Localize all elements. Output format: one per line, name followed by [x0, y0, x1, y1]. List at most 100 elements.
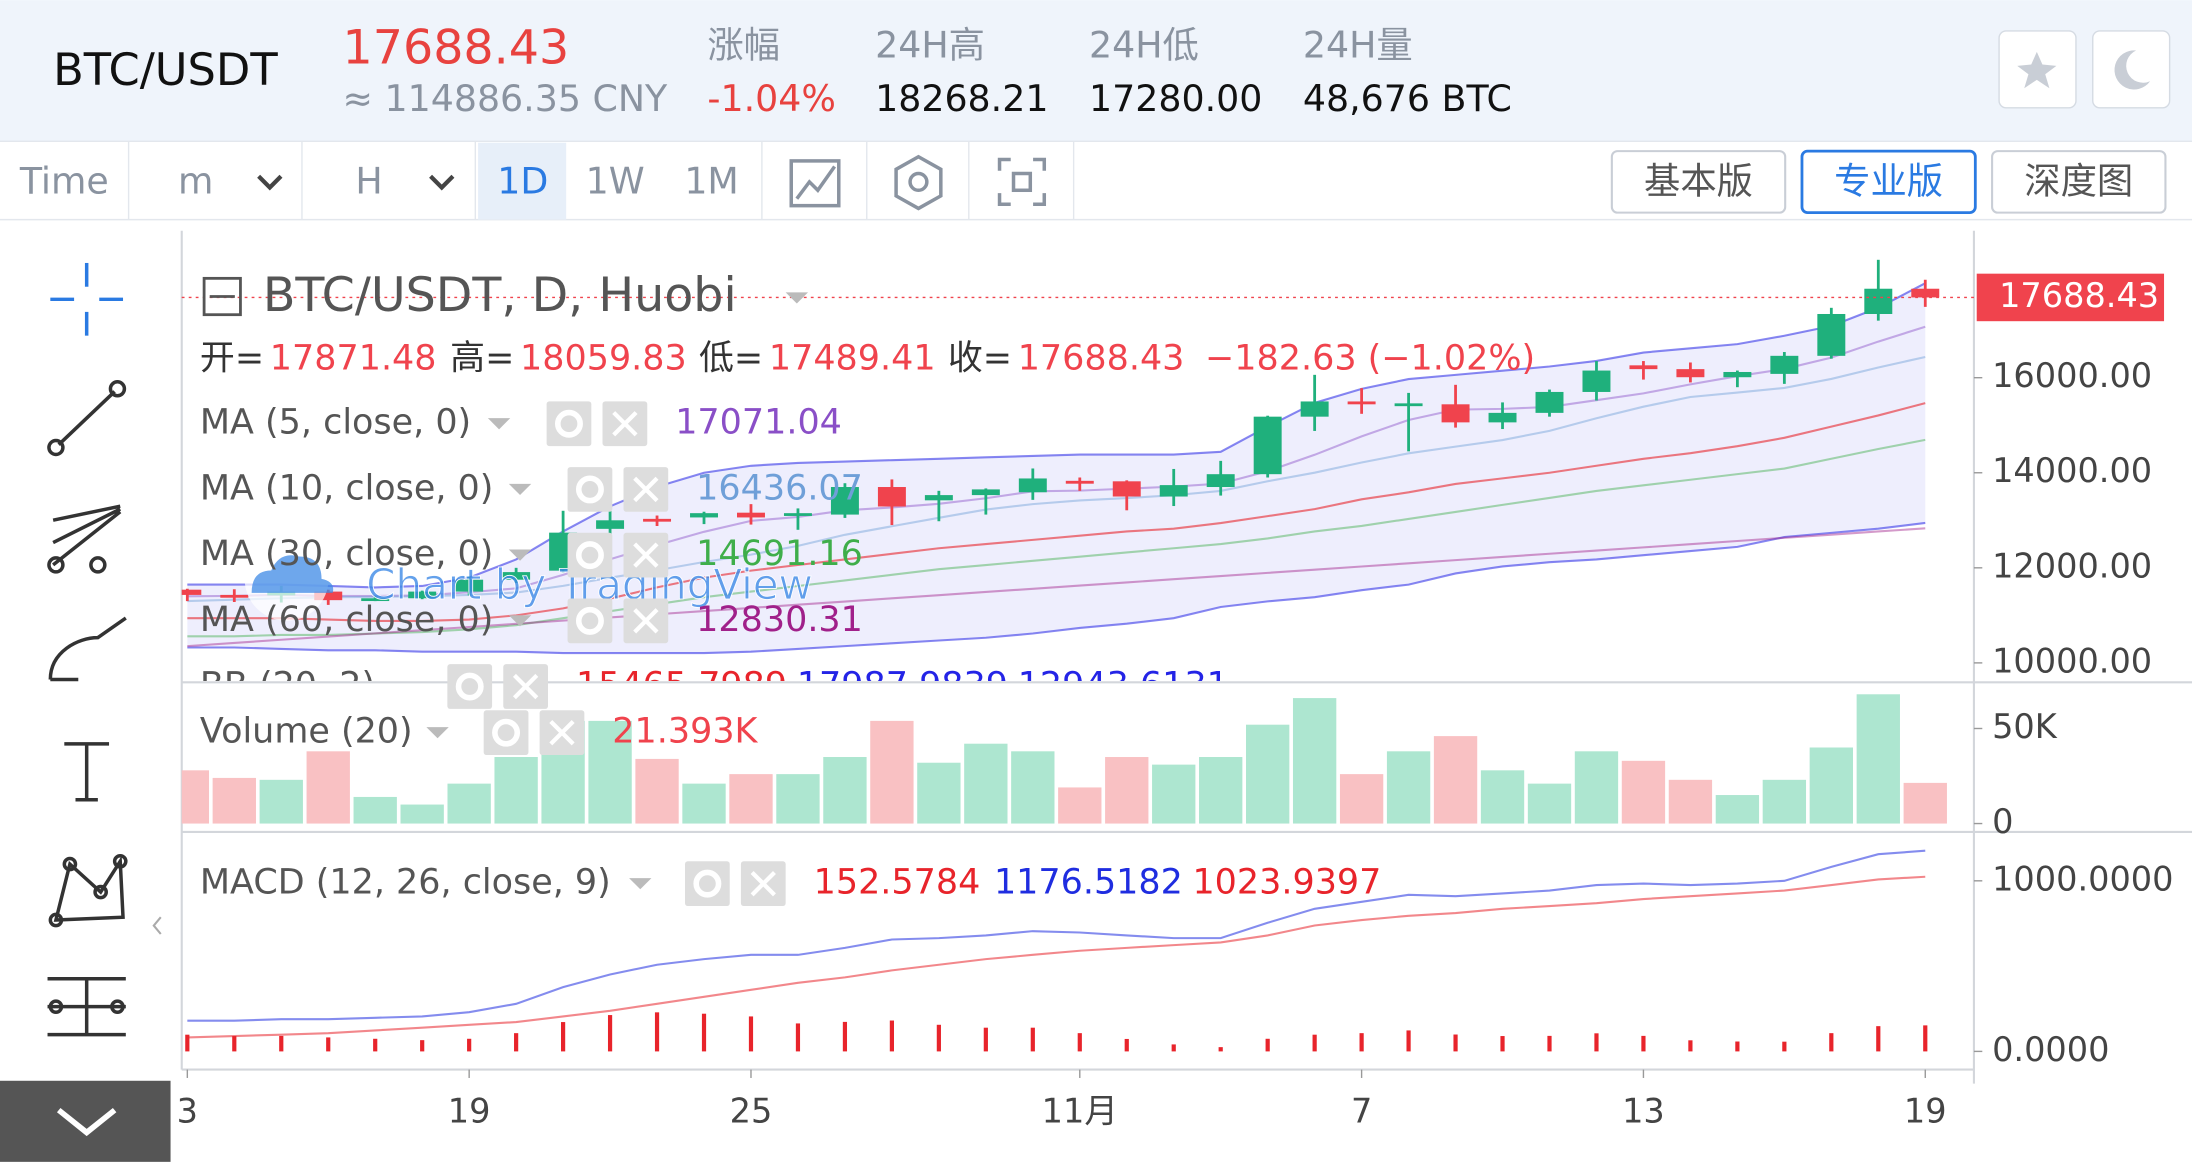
- legend-value: 16436.07: [696, 468, 863, 508]
- candle-body: [924, 495, 953, 501]
- macd-histogram-bar: [1030, 1027, 1035, 1052]
- chevron: [508, 483, 532, 496]
- legend-name: MA (10, close, 0): [200, 468, 494, 508]
- view-button[interactable]: 专业版: [1800, 149, 1977, 215]
- candle-body: [1253, 416, 1282, 475]
- settings-icon: [575, 475, 604, 504]
- legend-value: 1023.9397: [1192, 863, 1381, 903]
- macd-histogram-bar: [654, 1012, 660, 1052]
- macd-histogram-bar: [1923, 1025, 1928, 1052]
- macd-histogram-bar: [1594, 1033, 1599, 1052]
- ma-line: [187, 527, 1926, 648]
- legend-value: 12830.31: [696, 600, 863, 640]
- collapse-icon: [202, 276, 242, 317]
- macd-histogram-bar: [279, 1035, 284, 1052]
- view-label: 基本版: [1644, 159, 1753, 202]
- volume-bar: [870, 720, 914, 824]
- volume-bar: [635, 758, 679, 824]
- stat-value: -1.04%: [707, 77, 836, 120]
- y-tick-label: 12000.00: [1992, 546, 2152, 585]
- volume-bar: [729, 774, 773, 824]
- volume-bar: [1433, 736, 1478, 824]
- stat-value: 48,676 BTC: [1303, 77, 1512, 120]
- tool-icons[interactable]: [789, 154, 1047, 211]
- volume-bar: [1762, 779, 1807, 824]
- macd-histogram-bar: [748, 1016, 754, 1052]
- macd-histogram-bar: [1265, 1038, 1270, 1052]
- volume-bar: [494, 757, 538, 824]
- candle-body: [181, 589, 202, 595]
- view-button[interactable]: 深度图: [1991, 150, 2167, 214]
- candle-body: [220, 594, 249, 598]
- volume-bar: [917, 762, 961, 824]
- macd-histogram-bar: [420, 1040, 425, 1052]
- theme-button[interactable]: [2092, 30, 2171, 109]
- drawing-tools[interactable]: [47, 262, 162, 1037]
- legend-value: 152.5784: [814, 863, 981, 903]
- volume-bar: [1480, 770, 1525, 824]
- candle-body: [1206, 474, 1235, 488]
- settings-button: [567, 532, 613, 578]
- macd-histogram-bar: [1547, 1035, 1552, 1052]
- macd-histogram-bar: [1782, 1041, 1787, 1052]
- ma-line: [187, 438, 1926, 638]
- candle-body: [1770, 355, 1799, 374]
- interval-button[interactable]: 1D: [497, 159, 548, 202]
- view-button[interactable]: 基本版: [1610, 150, 1787, 214]
- macd-pane: [185, 849, 1928, 1052]
- candle-body: [1018, 478, 1047, 493]
- candle-body: [830, 487, 859, 515]
- settings-button: [567, 598, 613, 644]
- tool-toggle[interactable]: [0, 1080, 171, 1162]
- band-upper: [187, 282, 1926, 589]
- volume-bar: [682, 783, 726, 824]
- volume-bar: [964, 743, 1008, 824]
- macd-histogram-bar: [1876, 1026, 1881, 1052]
- watermark-icon: [251, 555, 334, 593]
- interval-button[interactable]: 1M: [684, 159, 738, 202]
- candle-body: [643, 518, 672, 522]
- favorite-button[interactable]: [1998, 30, 2077, 109]
- macd-histogram-bar: [373, 1038, 378, 1052]
- candle-body: [1864, 288, 1893, 314]
- legend-name: Volume (20): [200, 712, 413, 752]
- view-label: 深度图: [2024, 159, 2133, 202]
- ohlc-value: 17489.41: [769, 338, 936, 378]
- close-icon: [633, 542, 659, 568]
- settings-icon: [492, 718, 521, 747]
- volume-bar: [1668, 779, 1713, 824]
- settings-icon: [575, 541, 604, 570]
- macd-histogram-bar: [561, 1022, 566, 1052]
- settings-button: [685, 861, 730, 907]
- volume-bar: [776, 774, 820, 824]
- macd-histogram-bar: [936, 1024, 941, 1052]
- settings-button: [546, 401, 592, 447]
- volume-bar: [212, 777, 256, 824]
- toolbar-separators: [127, 141, 1075, 220]
- chevron: [487, 418, 511, 430]
- interval-button[interactable]: H: [355, 159, 382, 202]
- x-tick-label: 19: [448, 1091, 491, 1130]
- macd-histogram-bar: [1688, 1040, 1693, 1052]
- macd-histogram-bar: [1641, 1035, 1646, 1052]
- candle-body: [1817, 313, 1846, 356]
- legend-value: 15465.7989: [576, 666, 787, 706]
- candle-body: [1723, 371, 1752, 378]
- active-interval-bg: [478, 142, 567, 220]
- close-icon: [612, 411, 638, 437]
- legend-value: 17071.04: [675, 403, 842, 443]
- legend-name: MA (60, close, 0): [200, 600, 494, 640]
- volume-bar: [1339, 774, 1384, 824]
- interval-button[interactable]: 1W: [586, 159, 645, 202]
- band-lower: [187, 521, 1926, 655]
- interval-button[interactable]: m: [178, 159, 213, 202]
- settings-icon: [575, 606, 604, 635]
- candle-body: [314, 591, 343, 601]
- interval-button[interactable]: Time: [19, 159, 109, 202]
- band-fill: [187, 283, 1926, 654]
- volume-bar: [353, 796, 397, 824]
- price-pane: [181, 259, 1940, 655]
- volume-bar: [588, 720, 632, 824]
- candle-body: [1300, 401, 1329, 417]
- band-middle: [187, 402, 1926, 623]
